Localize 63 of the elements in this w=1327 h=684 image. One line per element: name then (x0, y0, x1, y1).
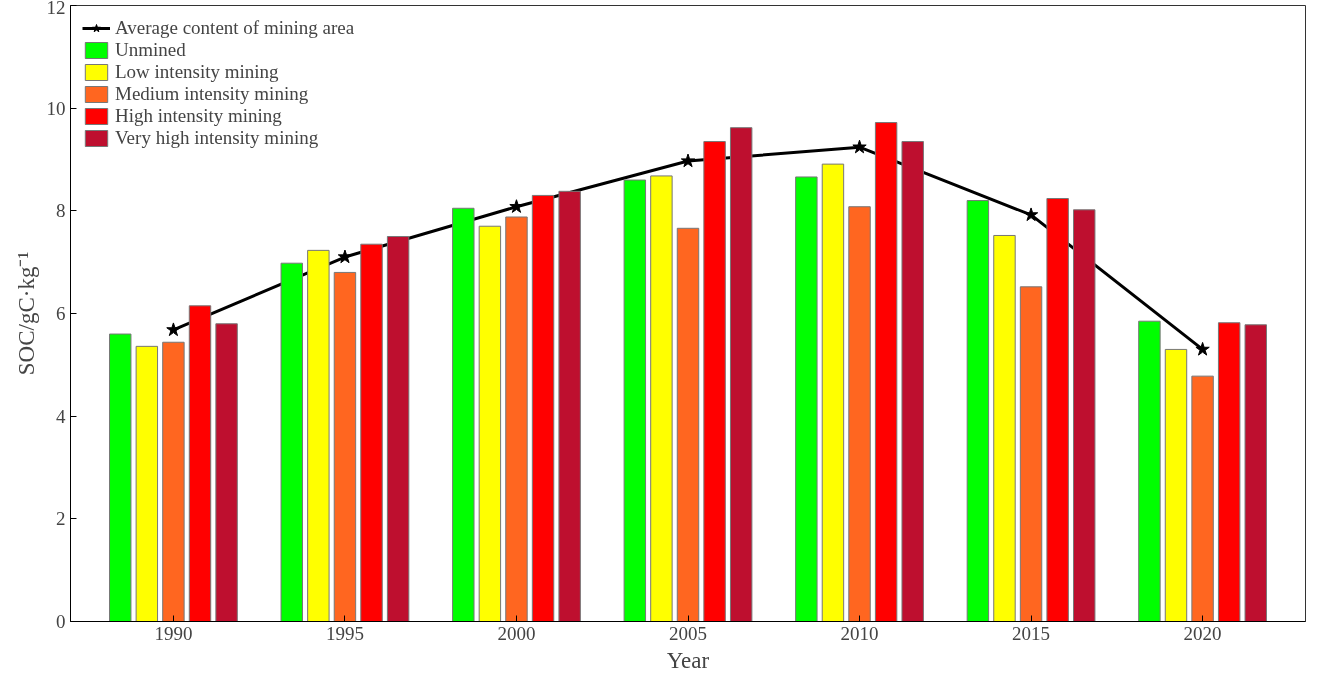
bar (188, 305, 212, 622)
x-tick-label: 2020 (1183, 622, 1222, 644)
x-tick-label: 2005 (669, 622, 707, 644)
bar (333, 271, 357, 622)
bar (650, 175, 673, 622)
bar (821, 163, 845, 622)
y-tick-label: 10 (46, 97, 66, 119)
point (166, 322, 181, 337)
bar (360, 243, 383, 622)
x-axis-title: Year (666, 647, 710, 673)
point (1023, 207, 1039, 222)
bar (280, 262, 303, 622)
bar (729, 127, 753, 622)
bar (531, 194, 555, 622)
bar (874, 122, 898, 622)
bar (1019, 286, 1043, 622)
bar (966, 200, 990, 622)
x-tick-label: 2000 (497, 622, 536, 644)
x-tick-label: 2015 (1012, 622, 1051, 644)
x-tick-label: 1995 (325, 622, 364, 644)
bar (307, 249, 330, 622)
bar (1217, 322, 1241, 622)
bar (558, 190, 581, 622)
bar (623, 179, 647, 622)
bar (1244, 324, 1267, 622)
bar (109, 333, 132, 622)
y-tick-label: 2 (56, 508, 66, 530)
bar (1164, 348, 1188, 622)
bar (478, 225, 502, 622)
bar (993, 234, 1016, 622)
bar (505, 216, 528, 622)
point (852, 139, 867, 154)
legend-label: Very high intensity mining (115, 127, 319, 149)
bar (386, 236, 410, 622)
point (509, 199, 524, 213)
bar (703, 141, 726, 622)
x-tick-label: 2010 (840, 622, 879, 644)
bar (1046, 198, 1069, 622)
bar (848, 206, 871, 622)
bar (1073, 209, 1096, 622)
bar (1138, 320, 1161, 622)
y-tick-label: 4 (56, 405, 66, 427)
bar (452, 207, 475, 622)
bar (676, 227, 700, 622)
y-tick-label: 0 (56, 611, 66, 632)
point (680, 153, 696, 168)
bar (162, 341, 185, 622)
bar (901, 141, 924, 622)
bar (795, 176, 818, 622)
bar (135, 345, 159, 622)
legend-label: Unmined (115, 39, 186, 61)
y-axis-title: SOC/gC·kg⁻¹ (13, 251, 39, 376)
legend-label: High intensity mining (115, 105, 282, 127)
bar (1191, 375, 1214, 622)
point (1195, 341, 1210, 356)
y-tick-label: 8 (56, 200, 66, 222)
y-tick-label: 6 (56, 303, 66, 324)
x-tick-label: 1990 (154, 622, 193, 644)
legend-label: Low intensity mining (115, 61, 279, 83)
bar (215, 323, 238, 622)
legend-label: Average content of mining area (115, 17, 355, 39)
y-tick-label: 12 (46, 0, 66, 18)
legend-label: Medium intensity mining (115, 83, 309, 105)
